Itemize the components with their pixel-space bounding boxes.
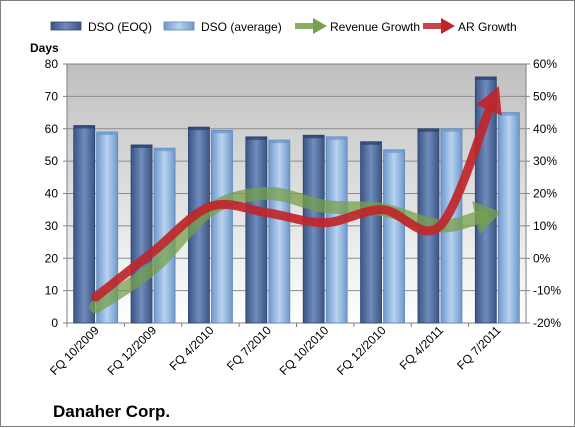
y2-tick-label: 30%: [533, 154, 557, 168]
bar-dso-average: [268, 139, 291, 324]
bar-top: [360, 141, 382, 145]
bar-top: [475, 76, 497, 80]
bar-dso-eoq: [245, 136, 268, 324]
y-tick-label: 30: [45, 219, 59, 233]
bar-top: [417, 128, 439, 132]
y2-axis-ticks: -20% -10% 0% 10% 20% 30% 40% 50% 60%: [526, 57, 561, 330]
bar-top: [498, 112, 520, 116]
y-tick-label: 40: [45, 187, 59, 201]
bar-top: [303, 135, 325, 139]
bar-dso-average: [383, 149, 405, 324]
x-tick-label: FQ 4/2010: [167, 323, 217, 373]
bar-top: [211, 130, 233, 134]
legend-arrow-ar-growth: [441, 18, 455, 34]
y2-tick-label: 50%: [533, 89, 557, 103]
legend-swatch-dso-average-: [163, 21, 195, 31]
bar-dso-eoq: [130, 144, 153, 324]
line-series: [89, 86, 502, 314]
x-tick-label: FQ 10/2009: [47, 323, 102, 378]
y2-tick-label: -10%: [533, 284, 561, 298]
revenue-growth-line: [89, 187, 489, 314]
legend: DSO (EOQ) DSO (average) Revenue Growth AR G…: [50, 18, 517, 34]
company-name: Danaher Corp.: [53, 402, 170, 421]
x-tick-label: FQ 10/2010: [277, 323, 332, 378]
x-tick-label: FQ 7/2011: [454, 323, 504, 373]
revenue-growth-arrowhead: [472, 201, 502, 235]
legend-label-dso-average-: DSO (average): [201, 20, 282, 34]
y-tick-label: 80: [45, 57, 59, 71]
y-tick-label: 10: [45, 284, 59, 298]
ar-growth-arrowhead: [475, 86, 502, 116]
y-axis-title: Days: [30, 41, 59, 55]
y2-tick-label: -20%: [533, 316, 561, 330]
legend-label-ar-growth: AR Growth: [458, 20, 517, 34]
legend-arrow-revenue-growth: [313, 18, 327, 34]
x-tick-label: FQ 4/2011: [397, 323, 447, 373]
bar-top: [245, 136, 267, 140]
legend-label-dso-eoq-: DSO (EOQ): [88, 20, 152, 34]
bar-top: [326, 136, 348, 140]
y-tick-label: 20: [45, 251, 59, 265]
bar-top: [268, 140, 290, 144]
legend-swatch-dso-eoq-: [50, 21, 82, 31]
bar-dso-eoq: [360, 141, 382, 324]
y-tick-label: 50: [45, 154, 59, 168]
bar-top: [131, 144, 153, 148]
bar-dso-eoq: [302, 134, 325, 324]
y2-tick-label: 20%: [533, 187, 557, 201]
x-tick-label: FQ 12/2009: [104, 323, 159, 378]
bar-dso-average: [325, 136, 348, 324]
legend-label-revenue-growth: Revenue Growth: [330, 20, 420, 34]
x-tick-label: FQ 12/2010: [334, 323, 389, 378]
ar-growth-line: [91, 100, 496, 302]
bar-top: [440, 128, 462, 132]
y2-tick-label: 0%: [533, 251, 551, 265]
y2-tick-label: 10%: [533, 219, 557, 233]
bar-top: [383, 149, 405, 153]
y-tick-label: 0: [51, 316, 58, 330]
bar-top: [73, 125, 95, 129]
bar-top: [188, 127, 210, 131]
x-axis-ticks: FQ 10/2009 FQ 12/2009 FQ 4/2010 FQ 7/2010 FQ…: [47, 323, 504, 378]
bar-dso-average: [211, 129, 233, 324]
bar-top: [96, 131, 118, 135]
x-tick-label: FQ 7/2010: [224, 323, 274, 373]
bar-dso-average: [497, 112, 520, 324]
y-tick-label: 70: [45, 89, 59, 103]
y2-tick-label: 60%: [533, 57, 557, 71]
bar-top: [154, 148, 176, 152]
y-tick-label: 60: [45, 122, 59, 136]
y-axis-ticks: 0 10 20 30 40 50 60 70 80: [45, 57, 67, 330]
bar-dso-eoq: [73, 125, 96, 324]
y2-tick-label: 40%: [533, 122, 557, 136]
